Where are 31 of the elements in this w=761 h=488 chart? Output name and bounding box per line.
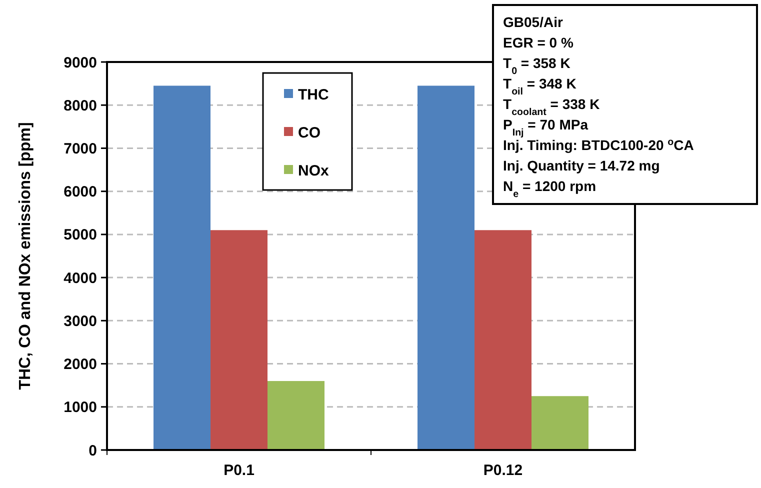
annotation: T$_{coolant}$ = 338 K [503, 96, 600, 118]
bar [532, 396, 588, 450]
x-tick-label: P0.12 [483, 462, 523, 479]
text: EGR = 0 % [503, 34, 574, 50]
y-tick-label: 0 [88, 442, 97, 460]
legend-label: CO [298, 124, 321, 142]
y-tick-label: 8000 [64, 97, 97, 114]
legend-label: NOx [298, 162, 330, 180]
y-tick-label: 1000 [64, 399, 97, 416]
annotation: N$_{e}$ = 1200 rpm [503, 178, 596, 200]
bar [154, 86, 210, 450]
bar [210, 230, 268, 450]
text: GB05/Air [503, 14, 564, 30]
annotation: T$_{0}$ = 358 K [503, 55, 570, 76]
annotation: P$_{Inj}$ = 70 MPa [503, 116, 588, 138]
bar [268, 381, 324, 450]
y-tick-label: 2000 [64, 356, 97, 374]
annotation: Inj. Quantity = 14.72 mg [503, 158, 660, 174]
y-tick-label: 7000 [64, 140, 97, 158]
x-tick-label: P0.1 [224, 462, 254, 479]
y-tick-label: 5000 [64, 226, 97, 244]
y-tick-label: 6000 [64, 184, 97, 201]
y-axis-title: THC, CO and NOx emissions [ppm] [17, 122, 34, 390]
annotation: T$_{oil}$ = 348 K [503, 76, 576, 97]
y-tick-label: 9000 [64, 54, 97, 72]
legend-label: THC [298, 86, 329, 104]
bar [418, 86, 474, 450]
annotation: Inj. Timing: BTDC100-20 $^{o}$CA [503, 136, 694, 153]
y-tick-label: 3000 [64, 312, 97, 330]
y-tick-label: 4000 [64, 270, 97, 287]
bar [474, 230, 532, 450]
